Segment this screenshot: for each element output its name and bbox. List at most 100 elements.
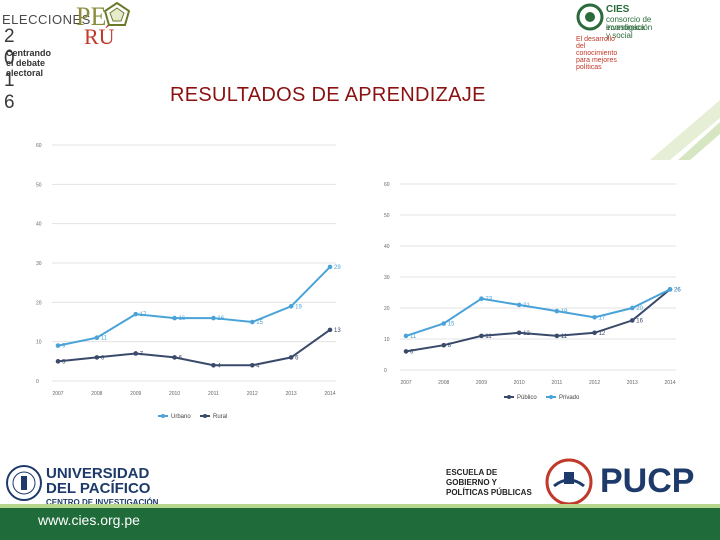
data-label: 17 (599, 315, 606, 321)
series-line-privado (405, 288, 671, 337)
data-label: 15 (256, 320, 263, 326)
data-point (479, 296, 484, 301)
y-tick-label: 10 (36, 340, 42, 346)
legend-marker (203, 414, 207, 418)
legend-marker (161, 414, 165, 418)
legend-label: Público (517, 395, 537, 400)
cies-tagline-1: consorcio de investigación (606, 15, 653, 32)
data-point (516, 302, 522, 308)
series-line-rural (57, 329, 331, 367)
x-tick-label: 2013 (627, 380, 638, 386)
data-label: 17 (140, 312, 147, 318)
escuela-line3: POLÍTICAS PÚBLICAS (446, 488, 532, 497)
escuela-gobierno-logo: ESCUELA DE GOBIERNO Y POLÍTICAS PÚBLICAS (446, 468, 532, 498)
pucp-logo-text: PUCP (600, 462, 695, 500)
data-point (133, 351, 139, 356)
data-point (94, 335, 100, 341)
data-point (403, 349, 409, 354)
data-label: 19 (295, 304, 302, 310)
y-tick-label: 50 (36, 182, 42, 188)
y-tick-label: 30 (36, 261, 42, 267)
data-point (288, 355, 294, 360)
data-point (94, 355, 100, 360)
escuela-line1: ESCUELA DE (446, 468, 498, 477)
data-point (441, 342, 447, 348)
data-label: 23 (485, 297, 492, 303)
universidad-pacifico-name: UNIVERSIDAD DEL PACÍFICO (46, 466, 150, 496)
x-tick-label: 2010 (514, 380, 525, 386)
data-point (629, 305, 635, 311)
data-label: 26 (674, 287, 681, 293)
series-line-urbano (57, 266, 331, 347)
x-tick-label: 2011 (208, 391, 219, 397)
x-tick-label: 2007 (52, 391, 63, 397)
data-point (592, 330, 597, 336)
data-point (55, 359, 61, 364)
cies-emblem-icon (576, 3, 604, 31)
data-point (211, 362, 216, 368)
data-point (288, 303, 294, 309)
y-tick-label: 10 (384, 337, 390, 343)
data-label: 7 (140, 351, 144, 357)
data-point (479, 333, 484, 339)
y-tick-label: 20 (36, 300, 42, 306)
x-tick-label: 2014 (324, 391, 335, 397)
data-point (327, 327, 333, 333)
data-label: 16 (636, 318, 643, 324)
elecciones-logo-subtitle: Centrando el debate electoral (6, 48, 51, 78)
footer-bar (0, 508, 720, 540)
data-label: 6 (410, 349, 414, 355)
legend-label: Privado (559, 395, 580, 400)
x-tick-label: 2008 (438, 380, 449, 386)
data-point (516, 330, 522, 336)
y-tick-label: 0 (384, 368, 387, 374)
data-point (554, 333, 560, 339)
elecciones-logo-pe: PE (76, 2, 107, 31)
data-label: 11 (410, 334, 417, 340)
data-label: 6 (101, 355, 105, 361)
universidad-pacifico-seal-icon (6, 465, 42, 501)
elecciones-logo-year: 2 0 1 6 (4, 26, 23, 113)
data-point (327, 264, 333, 270)
universidad-pacifico-line2: DEL PACÍFICO (46, 480, 151, 497)
legend-label: Rural (213, 414, 227, 420)
legend-marker (549, 395, 553, 399)
y-tick-label: 40 (384, 244, 390, 250)
data-point (554, 308, 560, 314)
legend-label: Urbano (171, 414, 191, 420)
data-label: 26 (674, 287, 681, 293)
data-label: 11 (485, 334, 492, 340)
data-label: 9 (62, 344, 66, 350)
pentagon-emblem-icon (104, 2, 130, 26)
y-tick-label: 20 (384, 306, 390, 312)
data-label: 11 (101, 336, 108, 342)
data-point (55, 343, 61, 348)
universidad-pacifico-line1: UNIVERSIDAD (46, 465, 150, 482)
data-point (133, 311, 139, 317)
data-label: 4 (256, 363, 260, 369)
y-tick-label: 50 (384, 213, 390, 219)
website-link[interactable]: www.cies.org.pe (38, 512, 140, 528)
data-label: 15 (448, 322, 455, 328)
x-tick-label: 2009 (476, 380, 487, 386)
data-point (403, 333, 409, 339)
x-tick-label: 2012 (589, 380, 600, 386)
legend-marker (507, 395, 511, 399)
data-label: 11 (561, 334, 568, 340)
x-tick-label: 2010 (169, 391, 180, 397)
data-label: 6 (179, 355, 183, 361)
x-tick-label: 2008 (91, 391, 102, 397)
x-tick-label: 2013 (286, 391, 297, 397)
cies-motto: El desarrollo del conocimiento para mejo… (576, 36, 618, 71)
data-label: 16 (179, 316, 186, 322)
x-tick-label: 2011 (551, 380, 562, 386)
x-tick-label: 2012 (247, 391, 258, 397)
data-label: 29 (334, 265, 341, 271)
data-point (172, 355, 177, 360)
data-point (211, 315, 216, 321)
elecciones-logo-top: ELECCIONES (2, 12, 91, 27)
data-label: 4 (217, 363, 221, 369)
y-tick-label: 60 (384, 182, 390, 188)
decorative-stripes (650, 100, 720, 160)
data-label: 8 (448, 343, 452, 349)
